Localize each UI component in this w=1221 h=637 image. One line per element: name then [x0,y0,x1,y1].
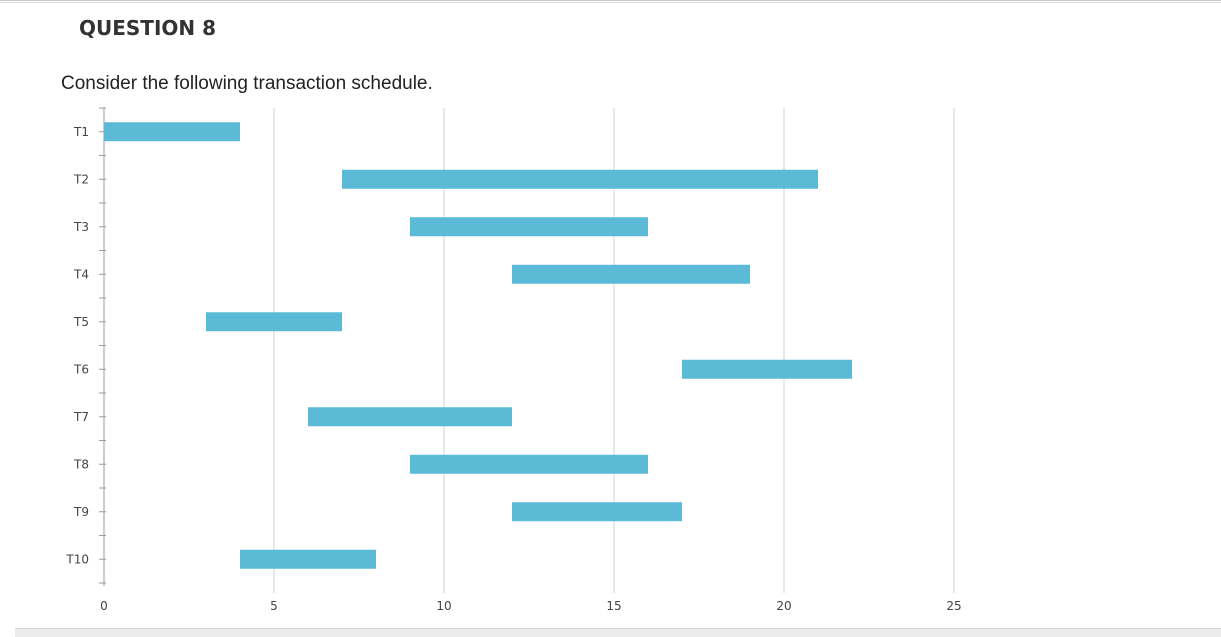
y-tick-label-t8: T8 [73,457,89,471]
bar-t5 [206,312,342,332]
y-tick-label-t2: T2 [73,172,89,186]
bar-t10 [240,549,376,569]
y-tick-label-t10: T10 [65,552,89,566]
x-tick-label-10: 10 [436,599,451,613]
bar-t9 [512,502,682,522]
x-tick-label-0: 0 [100,599,108,613]
y-tick-label-t6: T6 [73,362,89,376]
y-tick-label-t1: T1 [73,125,89,139]
bar-t6 [682,359,852,379]
bar-t4 [512,264,750,284]
bottom-scroll-bar[interactable] [15,628,1221,637]
bar-t7 [308,407,512,427]
bar-t8 [410,454,648,474]
y-tick-label-t7: T7 [73,410,89,424]
x-tick-label-5: 5 [270,599,278,613]
y-tick-label-t9: T9 [73,505,89,519]
x-tick-label-15: 15 [606,599,621,613]
bar-t3 [410,217,648,237]
question-text: Consider the following transaction sched… [61,73,433,94]
y-tick-label-t4: T4 [73,267,89,281]
bar-t2 [342,169,818,189]
y-tick-label-t5: T5 [73,315,89,329]
x-tick-label-20: 20 [776,599,791,613]
question-title: QUESTION 8 [79,16,217,40]
bar-t1 [104,122,240,142]
x-tick-label-25: 25 [946,599,961,613]
top-border [0,0,1221,3]
y-tick-label-t3: T3 [73,220,89,234]
